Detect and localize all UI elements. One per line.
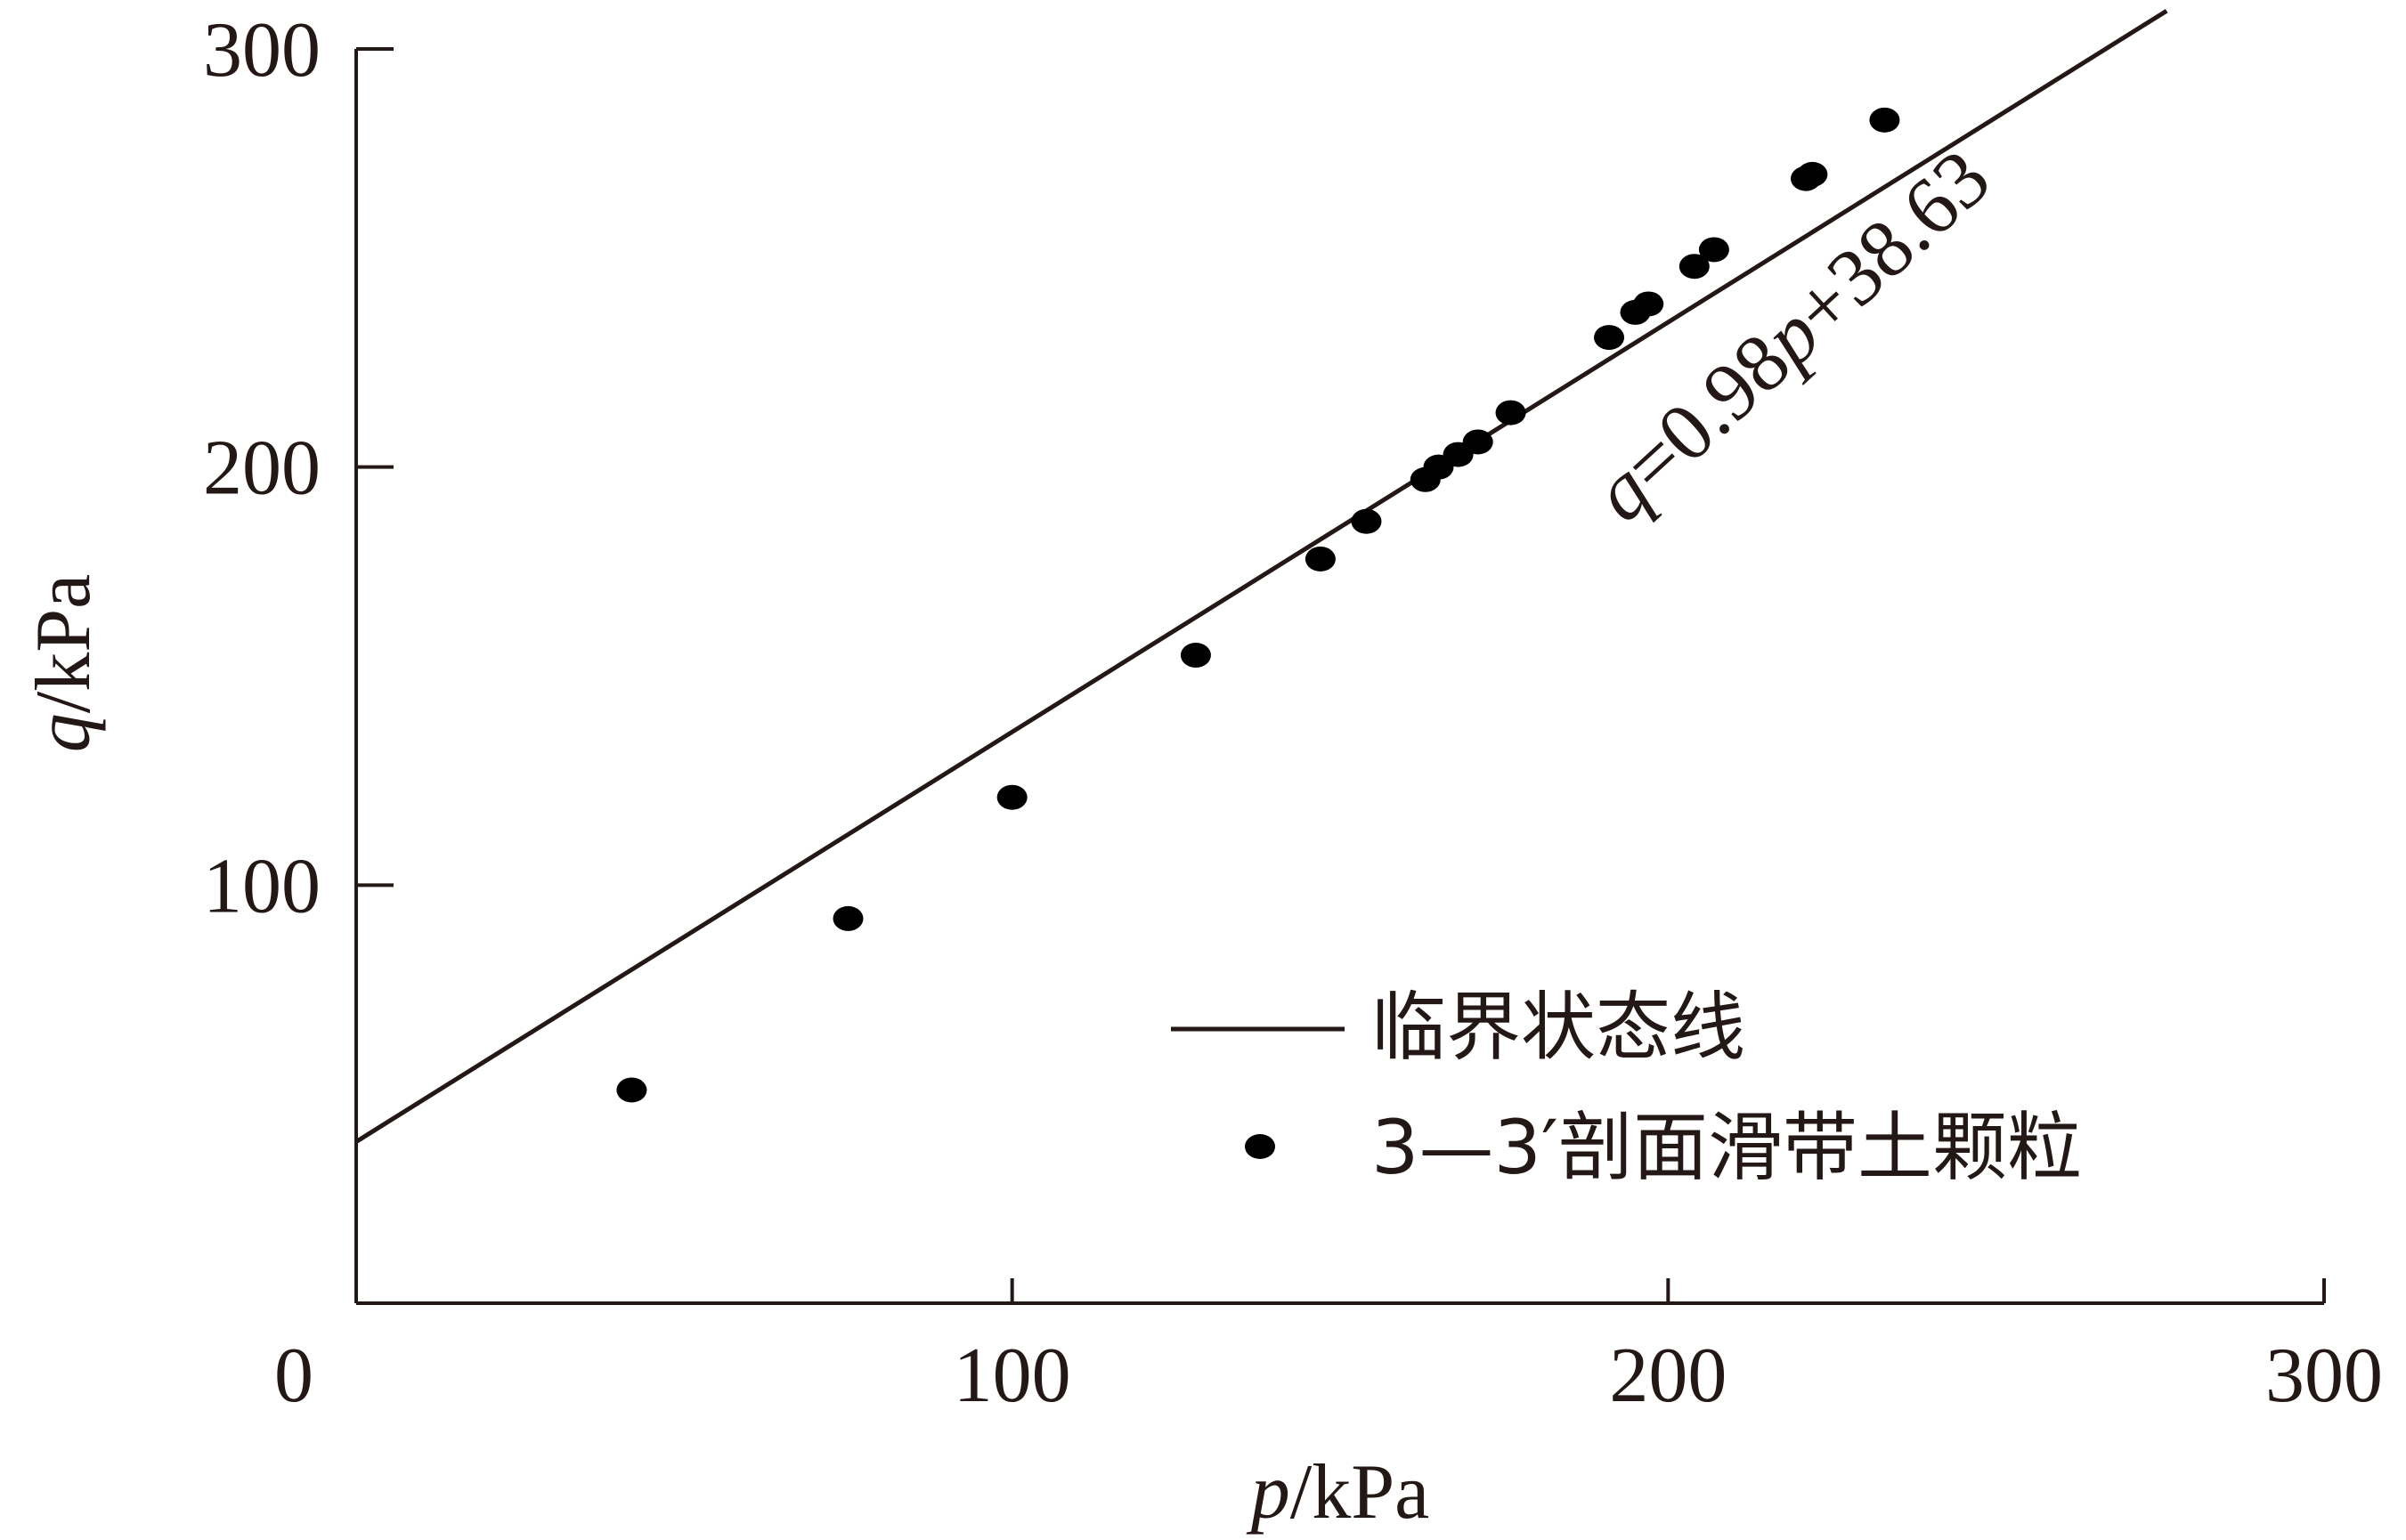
x-axis-var: p xyxy=(1246,1449,1290,1536)
data-point-1 xyxy=(616,1077,647,1103)
data-point-18 xyxy=(1797,161,1828,187)
x-axis-unit: /kPa xyxy=(1290,1449,1429,1536)
critical-state-line xyxy=(354,9,2168,1144)
legend-point-label: 3—3′剖面滑带土颗粒 xyxy=(1371,1104,2082,1191)
data-point-12 xyxy=(1594,325,1625,351)
data-point-10 xyxy=(1462,429,1493,455)
y-axis-unit: /kPa xyxy=(20,574,107,713)
y-tick-label-300: 300 xyxy=(203,7,321,93)
tick-labels: 0 100 200 300 100 200 300 xyxy=(203,7,2383,1419)
y-axis-var: q xyxy=(20,713,107,752)
y-tick-label-100: 100 xyxy=(203,843,321,929)
x-tick-label-200: 200 xyxy=(1609,1333,1727,1419)
data-point-4 xyxy=(1180,643,1211,669)
data-point-3 xyxy=(996,784,1028,810)
data-point-5 xyxy=(1305,546,1336,571)
x-tick-label-300: 300 xyxy=(2265,1333,2383,1419)
legend-line-label: 临界状态线 xyxy=(1371,984,1745,1071)
x-tick-label-0: 0 xyxy=(274,1333,313,1419)
equation-label: q=0.98p+38.63 xyxy=(1575,132,2006,539)
legend: 临界状态线 3—3′剖面滑带土颗粒 xyxy=(1171,984,2082,1191)
data-point-6 xyxy=(1351,508,1382,534)
x-tick-label-100: 100 xyxy=(954,1333,1071,1419)
y-axis-title: q/kPa xyxy=(20,574,107,752)
x-axis-title: p/kPa xyxy=(1246,1449,1429,1536)
data-point-11 xyxy=(1495,400,1526,426)
data-point-15 xyxy=(1679,254,1710,280)
data-point-19 xyxy=(1869,107,1900,133)
data-points xyxy=(616,107,1900,1103)
data-point-14 xyxy=(1633,291,1664,317)
legend-point-swatch xyxy=(1245,1134,1275,1159)
axes xyxy=(354,49,2324,1305)
data-point-16 xyxy=(1698,237,1729,263)
ticks xyxy=(356,47,2326,1303)
y-tick-label-200: 200 xyxy=(203,426,321,512)
data-point-2 xyxy=(833,905,864,931)
